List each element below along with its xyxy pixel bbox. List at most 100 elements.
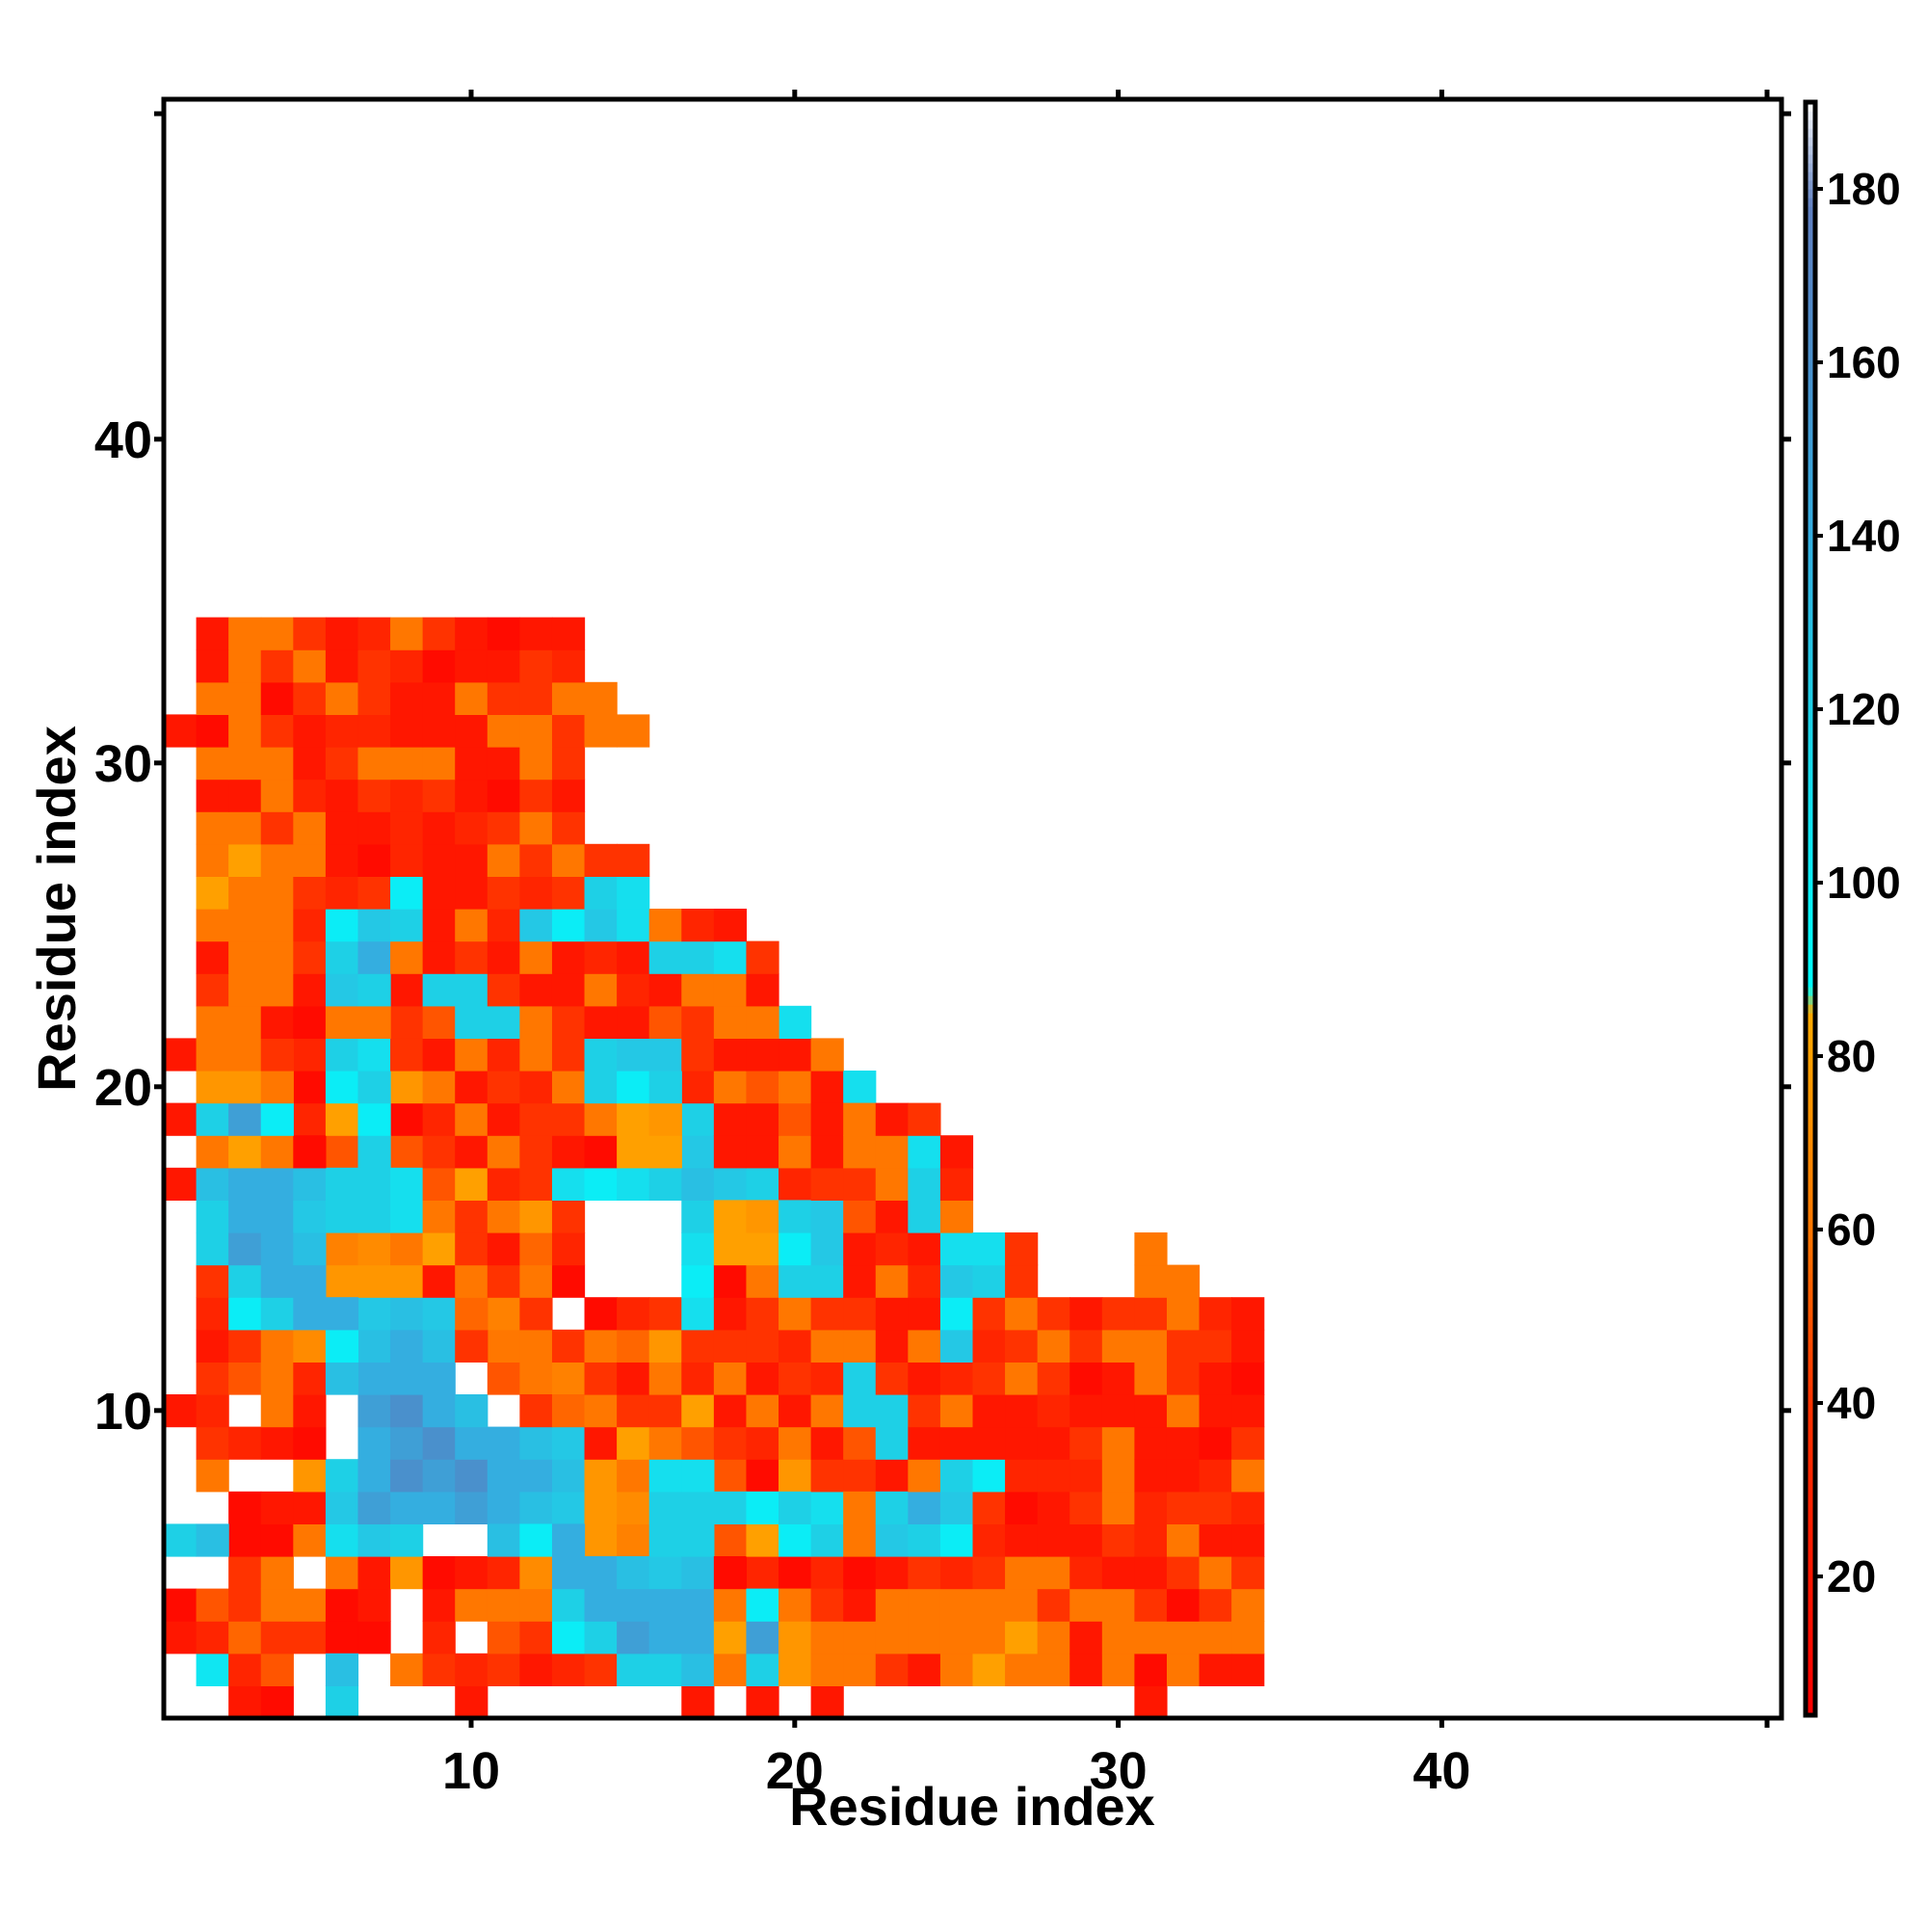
heatmap-cell bbox=[746, 1653, 779, 1686]
heatmap-cell bbox=[293, 940, 327, 974]
heatmap-cell bbox=[228, 681, 262, 715]
colorbar-segment bbox=[1806, 319, 1815, 329]
heatmap-cell bbox=[1166, 1426, 1201, 1460]
heatmap-cell bbox=[1199, 1362, 1232, 1395]
heatmap-cell bbox=[357, 649, 391, 683]
heatmap-cell bbox=[260, 1362, 294, 1395]
heatmap-cell bbox=[1101, 1297, 1135, 1331]
heatmap-cell bbox=[1199, 1653, 1232, 1686]
colorbar-segment bbox=[1806, 787, 1815, 797]
heatmap-cell bbox=[972, 1523, 1006, 1557]
heatmap-cell bbox=[260, 714, 294, 748]
x-tick-label: 20 bbox=[766, 1742, 824, 1800]
heatmap-cell bbox=[648, 940, 682, 974]
heatmap-cell bbox=[260, 1329, 294, 1363]
heatmap-cell bbox=[681, 1200, 715, 1233]
heatmap-cell bbox=[390, 1264, 424, 1298]
colorbar-segment bbox=[1806, 1698, 1815, 1707]
colorbar-segment bbox=[1806, 232, 1815, 242]
heatmap-cell bbox=[843, 1621, 877, 1654]
heatmap-cell bbox=[1231, 1621, 1265, 1654]
heatmap-cell bbox=[422, 1167, 456, 1201]
colorbar-segment bbox=[1806, 276, 1815, 285]
heatmap-cell bbox=[617, 1005, 650, 1039]
colorbar-segment bbox=[1806, 189, 1815, 198]
heatmap-cell bbox=[779, 1491, 812, 1524]
y-tick-label: 40 bbox=[94, 411, 152, 469]
colorbar-segment bbox=[1806, 1247, 1815, 1257]
heatmap-cell bbox=[422, 876, 456, 910]
colorbar-segment bbox=[1806, 727, 1815, 736]
heatmap-cell bbox=[908, 1135, 941, 1169]
heatmap-cell bbox=[390, 843, 424, 877]
heatmap-cell bbox=[648, 1523, 682, 1557]
colorbar-segment bbox=[1806, 336, 1815, 346]
colorbar-segment bbox=[1806, 1073, 1815, 1083]
heatmap-cell bbox=[293, 1071, 327, 1104]
heatmap-cell bbox=[746, 1588, 779, 1622]
heatmap-cell bbox=[551, 1329, 586, 1363]
colorbar-segment bbox=[1806, 1047, 1815, 1057]
heatmap-cell bbox=[293, 747, 327, 781]
heatmap-cell bbox=[648, 1297, 682, 1331]
colorbar-segment bbox=[1806, 284, 1815, 294]
heatmap-cell bbox=[228, 747, 262, 781]
heatmap-cell bbox=[584, 1459, 618, 1493]
heatmap-cell bbox=[260, 681, 294, 715]
colorbar-segment bbox=[1806, 1273, 1815, 1283]
colorbar-tick-label: 180 bbox=[1827, 164, 1901, 214]
heatmap-cell bbox=[1199, 1491, 1232, 1524]
colorbar-segment bbox=[1806, 1646, 1815, 1655]
heatmap-cell bbox=[1005, 1588, 1039, 1622]
heatmap-cell bbox=[260, 1491, 294, 1524]
heatmap-cell bbox=[584, 1167, 618, 1201]
heatmap-cell bbox=[455, 1491, 488, 1524]
colorbar-segment bbox=[1806, 666, 1815, 675]
heatmap-cell bbox=[1005, 1523, 1039, 1557]
heatmap-cell bbox=[810, 1653, 844, 1686]
heatmap-cell bbox=[357, 1038, 391, 1072]
heatmap-cell bbox=[422, 1200, 456, 1233]
heatmap-cell bbox=[617, 1135, 650, 1169]
heatmap-cell bbox=[617, 1588, 650, 1622]
heatmap-cell bbox=[1069, 1362, 1103, 1395]
heatmap-cell bbox=[908, 1426, 941, 1460]
heatmap-cell bbox=[648, 1556, 682, 1590]
heatmap-cell bbox=[196, 1459, 229, 1493]
colorbar-segment bbox=[1806, 302, 1815, 311]
heatmap-cell bbox=[1101, 1491, 1135, 1524]
heatmap-cell bbox=[746, 1102, 779, 1136]
colorbar-segment bbox=[1806, 1377, 1815, 1387]
heatmap-cell bbox=[325, 1362, 359, 1395]
colorbar-segment bbox=[1806, 241, 1815, 251]
x-tick-label: 30 bbox=[1090, 1742, 1148, 1800]
heatmap-cell bbox=[939, 1556, 974, 1590]
heatmap-cell bbox=[422, 1297, 456, 1331]
heatmap-cell bbox=[1069, 1297, 1103, 1331]
heatmap-cell bbox=[260, 649, 294, 683]
heatmap-cell bbox=[455, 1426, 488, 1460]
heatmap-cell bbox=[908, 1329, 941, 1363]
heatmap-cell bbox=[519, 973, 553, 1007]
heatmap-cell bbox=[293, 1167, 327, 1201]
heatmap-cell bbox=[390, 940, 424, 974]
heatmap-cell bbox=[228, 973, 262, 1007]
x-axis-label: Residue index bbox=[789, 1776, 1155, 1837]
heatmap-cell bbox=[196, 1621, 229, 1654]
colorbar-segment bbox=[1806, 909, 1815, 918]
heatmap-cell bbox=[325, 1556, 359, 1590]
heatmap-cell bbox=[939, 1135, 974, 1169]
heatmap-cell bbox=[908, 1491, 941, 1524]
heatmap-cell bbox=[422, 1005, 456, 1039]
heatmap-cell bbox=[519, 617, 553, 650]
heatmap-cell bbox=[648, 1588, 682, 1622]
heatmap-cell bbox=[228, 909, 262, 942]
heatmap-cell bbox=[810, 1523, 844, 1557]
heatmap-cell bbox=[617, 1394, 650, 1428]
heatmap-cell bbox=[325, 1653, 359, 1686]
heatmap-cell bbox=[519, 681, 553, 715]
heatmap-cell bbox=[357, 1621, 391, 1654]
heatmap-cell bbox=[487, 1102, 520, 1136]
heatmap-cell bbox=[1069, 1426, 1103, 1460]
heatmap-cell bbox=[455, 1556, 488, 1590]
